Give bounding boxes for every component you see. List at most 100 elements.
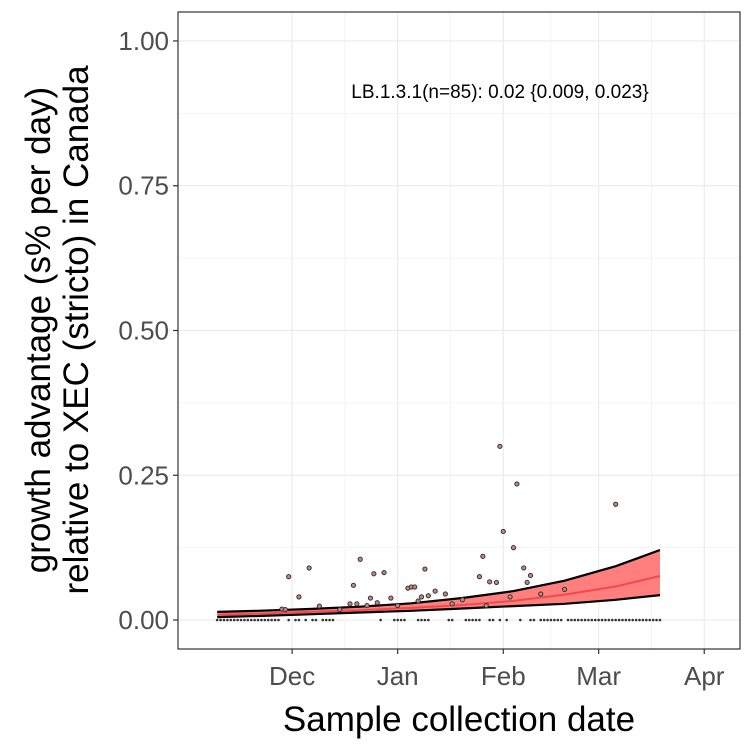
zero-point [498, 618, 502, 622]
data-point [286, 574, 292, 580]
zero-point [587, 618, 590, 622]
data-point [388, 595, 394, 601]
data-point [418, 594, 425, 600]
data-point [354, 601, 360, 607]
data-point [432, 588, 438, 594]
zero-point [573, 618, 577, 622]
zero-point [294, 618, 297, 622]
zero-point [570, 618, 573, 622]
zero-point [471, 618, 474, 622]
data-point [425, 593, 431, 599]
fit-line [217, 575, 661, 616]
y-tick-label: 0.25 [118, 460, 169, 490]
zero-point [610, 618, 614, 622]
data-point [561, 586, 568, 592]
data-point [364, 602, 370, 609]
zero-point [624, 618, 628, 622]
y-tick-label: 0.75 [118, 171, 169, 201]
data-point [282, 607, 288, 613]
data-point [514, 481, 520, 487]
zero-point [621, 618, 624, 622]
zero-point [651, 618, 655, 622]
zero-point [266, 618, 270, 622]
zero-point [450, 618, 454, 622]
zero-point [447, 618, 451, 622]
zero-point [260, 618, 263, 622]
zero-point [304, 618, 308, 622]
zero-point [399, 618, 403, 622]
zero-point [311, 618, 314, 622]
data-point [296, 594, 302, 600]
zero-point [566, 618, 570, 622]
zero-point [474, 618, 478, 622]
zero-point [273, 618, 277, 622]
data-point [459, 597, 466, 603]
data-point [538, 591, 544, 597]
zero-point [655, 618, 658, 622]
zero-point [219, 618, 222, 622]
zero-point [222, 618, 226, 622]
data-point [510, 545, 517, 551]
y-axis-title-line1: growth advantage (s% per day) [19, 87, 58, 573]
zero-point [427, 618, 430, 622]
zero-point [546, 618, 549, 622]
zero-point [420, 618, 423, 622]
data-point [337, 607, 343, 613]
zero-point [328, 618, 331, 622]
data-point [493, 579, 500, 586]
data-point [442, 591, 448, 597]
zero-point [243, 618, 246, 622]
data-point [395, 602, 401, 609]
x-tick-label: Mar [576, 661, 621, 691]
x-tick-label: Jan [377, 661, 419, 691]
zero-point [467, 618, 471, 622]
zero-point [532, 618, 536, 622]
zero-point [314, 618, 318, 622]
zero-point [576, 618, 580, 622]
y-axis: 0.00 0.25 0.50 0.75 1.00 [118, 26, 178, 635]
zero-point [641, 618, 645, 622]
zero-point [604, 618, 607, 622]
zero-point [263, 618, 267, 622]
zero-point [478, 618, 481, 622]
zero-point [556, 618, 560, 622]
zero-point [590, 618, 594, 622]
zero-point [559, 618, 563, 622]
zero-point [593, 618, 597, 622]
data-point [527, 572, 534, 579]
zero-point [403, 618, 406, 622]
ci-lower-line [217, 594, 661, 619]
zero-point [505, 618, 508, 622]
data-point [412, 584, 418, 590]
zero-point [645, 618, 648, 622]
zero-point [658, 618, 662, 622]
zero-point [239, 618, 243, 622]
zero-point [491, 618, 495, 622]
x-tick-label: Feb [481, 661, 526, 691]
x-axis: Dec Jan Feb Mar Apr [269, 649, 725, 691]
data-point [316, 603, 322, 609]
zero-point [539, 618, 543, 622]
zero-point [256, 618, 260, 622]
zero-point [392, 618, 396, 622]
annotation: LB.1.3.1(n=85): 0.02 {0.009, 0.023} [351, 82, 648, 103]
data-point [347, 601, 353, 607]
zero-point [226, 618, 229, 622]
data-point [476, 574, 483, 580]
zero-point [648, 618, 652, 622]
zero-point [583, 618, 587, 622]
data-point [487, 579, 493, 585]
data-point [521, 565, 527, 571]
data-point [306, 565, 312, 571]
data-point [381, 569, 387, 576]
zero-point [236, 618, 239, 622]
zero-point [246, 618, 250, 622]
zero-point [553, 618, 556, 622]
zero-point [287, 618, 290, 622]
zero-point [580, 618, 583, 622]
zero-point [331, 618, 335, 622]
zero-point [229, 618, 233, 622]
zero-point [416, 618, 420, 622]
data-point [497, 443, 503, 449]
